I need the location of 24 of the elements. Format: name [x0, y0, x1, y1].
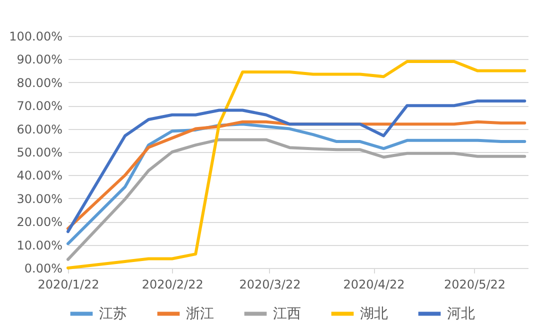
legend-label: 江西 [273, 306, 301, 322]
y-tick-label: 20.00% [16, 215, 62, 230]
y-tick-label: 10.00% [16, 238, 62, 252]
x-tick-label: 2020/2/22 [142, 278, 204, 292]
x-tick-label: 2020/3/22 [239, 278, 301, 292]
line-series [66, 99, 526, 234]
legend-label: 河北 [447, 306, 475, 322]
y-tick-label: 50.00% [16, 146, 62, 160]
x-tick-label: 2020/4/22 [343, 278, 405, 292]
legend-label: 湖北 [360, 306, 388, 322]
x-tick-label: 2020/5/22 [444, 278, 506, 292]
y-tick-label: 30.00% [16, 192, 62, 206]
y-tick-label: 60.00% [16, 122, 62, 136]
line-series [66, 138, 526, 261]
y-tick-label: 90.00% [16, 52, 62, 67]
y-tick-label: 80.00% [16, 76, 62, 90]
legend-label: 浙江 [186, 306, 214, 322]
legend-label: 江苏 [99, 306, 127, 322]
y-tick-label: 100.00% [9, 30, 62, 44]
y-tick-label: 0.00% [24, 262, 62, 276]
y-tick-label: 70.00% [16, 99, 62, 114]
y-tick-label: 40.00% [16, 168, 62, 183]
x-tick-label: 2020/1/22 [38, 278, 100, 292]
line-series [66, 60, 526, 270]
